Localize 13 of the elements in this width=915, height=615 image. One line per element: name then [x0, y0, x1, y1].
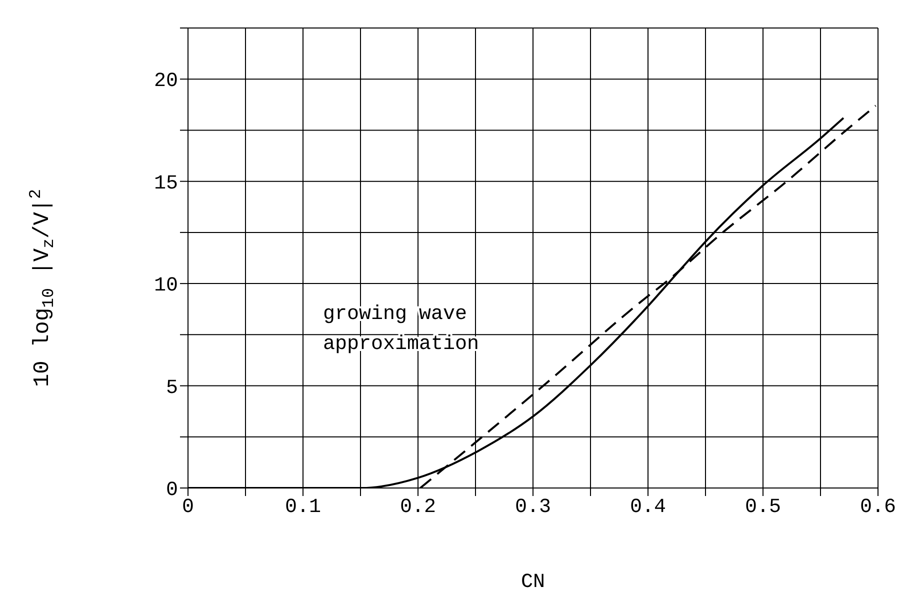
x-tick-label: 0.6: [860, 496, 896, 520]
x-tick-label: 0.2: [400, 496, 436, 520]
x-tick-label: 0.1: [284, 496, 322, 520]
x-axis-title: CN: [520, 571, 546, 594]
y-tick-label: 5: [166, 376, 178, 400]
x-tick-label: 0.3: [514, 496, 552, 520]
x-tick-label: 0.5: [744, 496, 782, 520]
x-tick-label: 0: [182, 496, 194, 520]
y-tick-label: 0: [166, 479, 178, 502]
y-tick-label: 20: [154, 70, 178, 94]
y-tick-label: 15: [154, 172, 178, 196]
x-tick-label: 0.4: [630, 496, 666, 520]
y-tick-label: 10: [154, 274, 178, 298]
